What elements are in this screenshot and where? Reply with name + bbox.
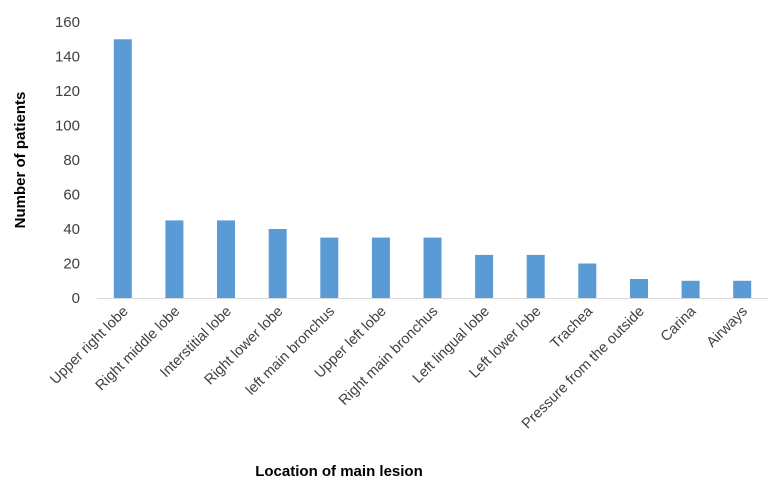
- y-tick-label: 0: [72, 290, 80, 307]
- x-category-label: Carina: [658, 303, 700, 345]
- bar: [423, 237, 442, 298]
- bar: [630, 279, 648, 298]
- y-tick-label: 40: [63, 221, 80, 238]
- bar: [475, 254, 494, 298]
- y-tick-label: 120: [55, 83, 80, 100]
- x-category-label: Airways: [704, 304, 751, 351]
- bar: [217, 220, 235, 298]
- bar: [320, 237, 339, 298]
- x-category-label: Right main bronchus: [336, 304, 441, 409]
- y-tick-label: 60: [63, 187, 80, 204]
- bar: [165, 220, 184, 298]
- bar: [578, 263, 597, 298]
- y-tick-label: 160: [55, 14, 80, 31]
- x-category-label: left main bronchus: [243, 304, 338, 399]
- y-tick-label: 140: [55, 49, 80, 66]
- bar: [371, 237, 390, 298]
- bar: [526, 254, 545, 298]
- bar: [733, 280, 752, 299]
- y-axis-ticks: 0 20 40 60 80 100 120 140 160: [55, 14, 80, 307]
- bar: [113, 39, 132, 299]
- y-tick-label: 100: [55, 118, 80, 135]
- bars-group: [113, 39, 752, 299]
- y-tick-label: 80: [63, 152, 80, 169]
- bar: [681, 280, 700, 299]
- x-axis-title: Location of main lesion: [255, 463, 423, 480]
- y-axis-title: Number of patients: [12, 92, 29, 229]
- bar: [268, 229, 287, 298]
- x-category-label: Trachea: [548, 303, 597, 352]
- y-tick-label: 20: [63, 256, 80, 273]
